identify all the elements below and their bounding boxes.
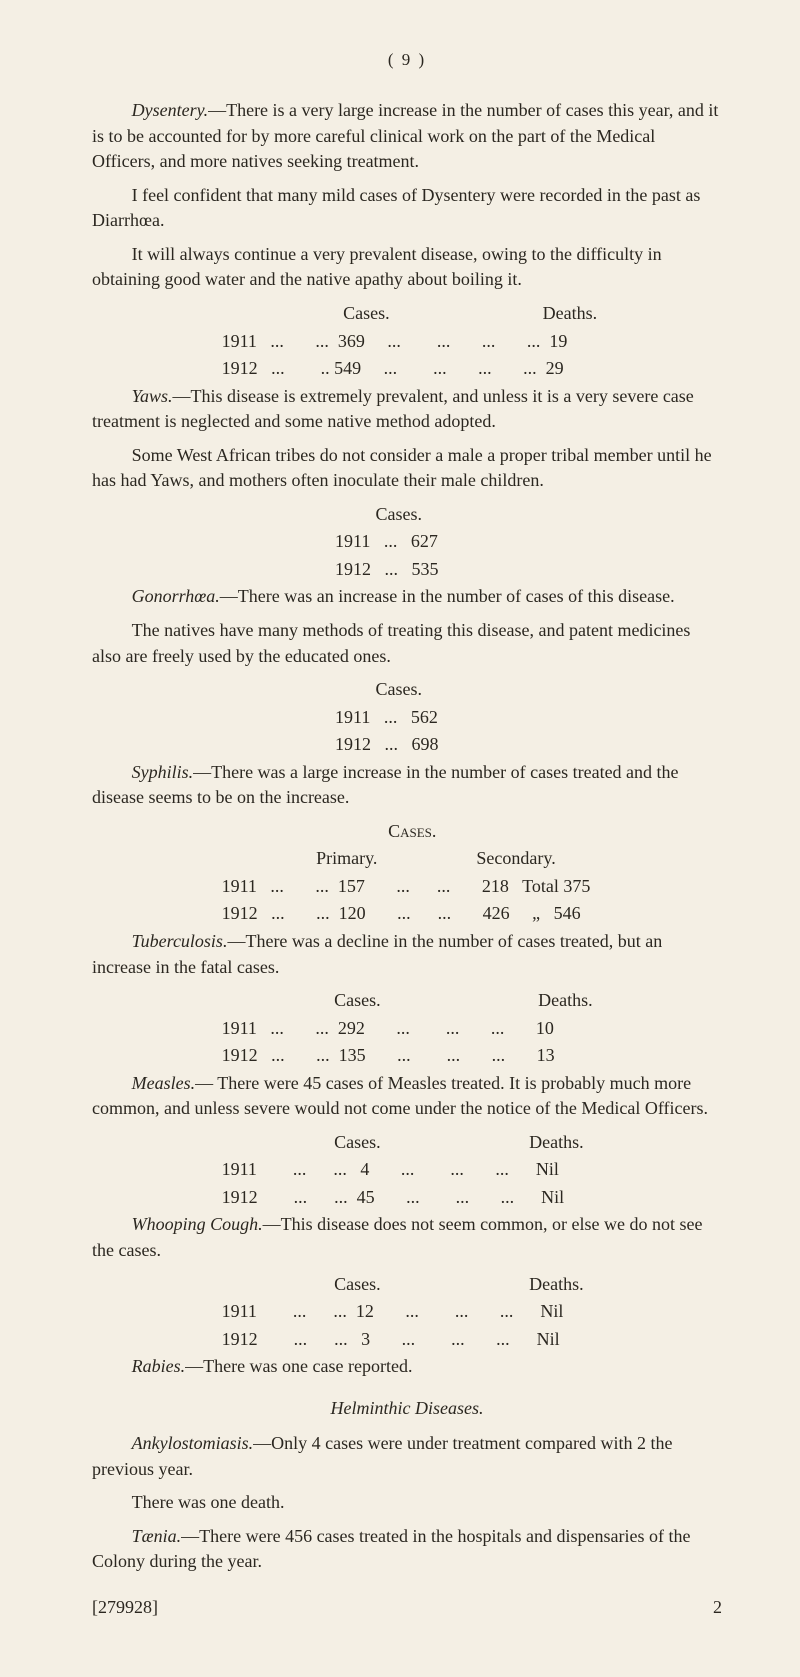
tuberculosis-stats-row-1911: 1911 ... ... 292 ... ... ... 10	[222, 1016, 722, 1042]
footer-right: 2	[713, 1595, 722, 1621]
whooping-stats-row-1912: 1912 ... ... 3 ... ... ... Nil	[222, 1327, 722, 1353]
page-footer: [279928] 2	[92, 1595, 722, 1621]
dysentery-heading: Dysentery.	[132, 100, 208, 120]
syphilis-heading: Syphilis.	[132, 762, 194, 782]
ankylostomiasis-heading: Ankylostomiasis.	[132, 1433, 254, 1453]
gonorrhoea-paragraph-1: Gonorrhœa.—There was an increase in the …	[92, 584, 722, 610]
ankylostomiasis-paragraph-2: There was one death.	[92, 1490, 722, 1516]
rabies-heading: Rabies.	[132, 1356, 186, 1376]
whooping-stats-header: Cases. Deaths.	[222, 1272, 722, 1298]
dysentery-paragraph-2: I feel confident that many mild cases of…	[92, 183, 722, 234]
gonorrhoea-text-1: —There was an increase in the number of …	[220, 586, 675, 606]
gonorrhoea-stats-row-1912: 1912 ... 698	[335, 732, 722, 758]
gonorrhoea-stats-header: Cases.	[335, 677, 722, 703]
measles-stats: Cases. Deaths. 1911 ... ... 4 ... ... ..…	[222, 1130, 722, 1211]
document-page: ( 9 ) Dysentery.—There is a very large i…	[0, 0, 800, 1677]
page-number: ( 9 )	[92, 48, 722, 72]
measles-heading: Measles.	[132, 1073, 195, 1093]
tuberculosis-stats-header: Cases. Deaths.	[222, 988, 722, 1014]
gonorrhoea-stats-row-1911: 1911 ... 562	[335, 705, 722, 731]
whooping-stats: Cases. Deaths. 1911 ... ... 12 ... ... .…	[222, 1272, 722, 1353]
yaws-stats-header: Cases.	[335, 502, 722, 528]
measles-stats-header: Cases. Deaths.	[222, 1130, 722, 1156]
syphilis-stats-row-1911: 1911 ... ... 157 ... ... 218 Total 375	[222, 874, 722, 900]
dysentery-stats-header: Cases. Deaths.	[222, 301, 722, 327]
yaws-heading: Yaws.	[132, 386, 173, 406]
taenia-text-1: —There were 456 cases treated in the hos…	[92, 1526, 690, 1572]
yaws-stats: Cases. 1911 ... 627 1912 ... 535	[335, 502, 722, 583]
taenia-heading: Tænia.	[132, 1526, 182, 1546]
measles-stats-row-1912: 1912 ... ... 45 ... ... ... Nil	[222, 1185, 722, 1211]
measles-stats-row-1911: 1911 ... ... 4 ... ... ... Nil	[222, 1157, 722, 1183]
dysentery-stats-row-1911: 1911 ... ... 369 ... ... ... ... 19	[222, 329, 722, 355]
syphilis-stats: Cases. Primary. Secondary. 1911 ... ... …	[222, 819, 722, 927]
yaws-text-1: —This disease is extremely prevalent, an…	[92, 386, 694, 432]
tuberculosis-stats-row-1912: 1912 ... ... 135 ... ... ... 13	[222, 1043, 722, 1069]
rabies-text-1: —There was one case reported.	[185, 1356, 412, 1376]
gonorrhoea-stats: Cases. 1911 ... 562 1912 ... 698	[335, 677, 722, 758]
syphilis-stats-row-1912: 1912 ... ... 120 ... ... 426 „ 546	[222, 901, 722, 927]
measles-paragraph-1: Measles.— There were 45 cases of Measles…	[92, 1071, 722, 1122]
syphilis-paragraph-1: Syphilis.—There was a large increase in …	[92, 760, 722, 811]
yaws-stats-row-1911: 1911 ... 627	[335, 529, 722, 555]
tuberculosis-paragraph-1: Tuberculosis.—There was a decline in the…	[92, 929, 722, 980]
syphilis-cases-label: Cases.	[222, 819, 722, 845]
dysentery-stats-row-1912: 1912 ... .. 549 ... ... ... ... 29	[222, 356, 722, 382]
helminthic-section-heading: Helminthic Diseases.	[92, 1396, 722, 1422]
rabies-paragraph-1: Rabies.—There was one case reported.	[92, 1354, 722, 1380]
ankylostomiasis-paragraph-1: Ankylostomiasis.—Only 4 cases were under…	[92, 1431, 722, 1482]
footer-left: [279928]	[92, 1595, 158, 1621]
syphilis-stats-header: Primary. Secondary.	[222, 846, 722, 872]
dysentery-paragraph-3: It will always continue a very prevalent…	[92, 242, 722, 293]
whooping-stats-row-1911: 1911 ... ... 12 ... ... ... Nil	[222, 1299, 722, 1325]
yaws-paragraph-1: Yaws.—This disease is extremely prevalen…	[92, 384, 722, 435]
dysentery-stats: Cases. Deaths. 1911 ... ... 369 ... ... …	[222, 301, 722, 382]
dysentery-paragraph-1: Dysentery.—There is a very large increas…	[92, 98, 722, 175]
yaws-paragraph-2: Some West African tribes do not consider…	[92, 443, 722, 494]
tuberculosis-stats: Cases. Deaths. 1911 ... ... 292 ... ... …	[222, 988, 722, 1069]
tuberculosis-heading: Tuberculosis.	[132, 931, 228, 951]
whooping-paragraph-1: Whooping Cough.—This disease does not se…	[92, 1212, 722, 1263]
gonorrhoea-paragraph-2: The natives have many methods of treatin…	[92, 618, 722, 669]
whooping-heading: Whooping Cough.	[132, 1214, 263, 1234]
gonorrhoea-heading: Gonorrhœa.	[132, 586, 220, 606]
taenia-paragraph-1: Tænia.—There were 456 cases treated in t…	[92, 1524, 722, 1575]
yaws-stats-row-1912: 1912 ... 535	[335, 557, 722, 583]
